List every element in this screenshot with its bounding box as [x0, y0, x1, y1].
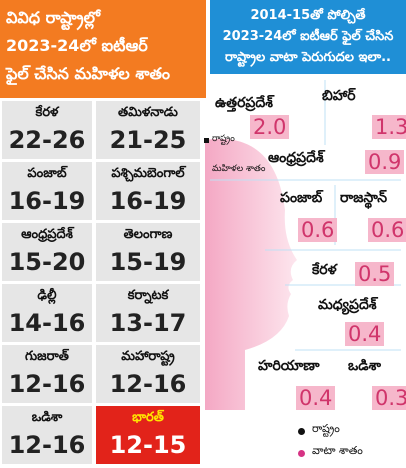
right-title: 2023-24లో ఐటీఆర్ ఫైల్ చేసిన: [222, 29, 394, 44]
state-name: ఒడిశా: [31, 410, 63, 425]
right-title: రాష్ట్రాల వాటా పెరుగుదల ఇలా..: [225, 50, 391, 65]
state-name: ఆంధ్రప్రదేశ్: [21, 227, 73, 242]
state-cell: [96, 101, 200, 159]
state-value: 0.6: [298, 218, 338, 242]
state-value: 12-15: [109, 431, 187, 459]
state-value: 15-19: [109, 248, 187, 276]
right-title: 2014-15తో పోల్చితే: [250, 8, 366, 23]
state-name: గుజరాత్: [25, 349, 69, 364]
state-value: 21-25: [109, 126, 187, 154]
state-name: హరియాణా: [258, 358, 320, 374]
legend-marker: [298, 450, 305, 457]
legend-label: వాటా శాతం: [312, 444, 363, 457]
state-value: 0.6: [368, 218, 406, 242]
state-name: మహారాష్ట్ర: [121, 349, 175, 364]
state-name: మధ్యప్రదేశ్: [318, 297, 377, 313]
state-cell: [2, 162, 92, 220]
right-header: [210, 0, 406, 74]
state-value: 12-16: [8, 370, 86, 398]
state-name: ఆంధ్రప్రదేశ్: [268, 150, 324, 166]
state-value: 2.0: [250, 115, 290, 139]
state-name: ఒడిశా: [348, 358, 381, 374]
state-cell: [96, 223, 200, 281]
state-value: 0.4: [296, 386, 336, 410]
state-name: కర్నాటక: [127, 288, 169, 303]
state-cell: [2, 223, 92, 281]
state-name: ఢిల్లీ: [37, 288, 57, 303]
state-name: కేరళ: [312, 262, 337, 278]
legend-label: మహిళల శాతం: [212, 164, 266, 174]
state-cell: [2, 284, 92, 342]
state-name: పంజాబ్: [27, 166, 67, 181]
state-cell: [96, 284, 200, 342]
state-cell: [96, 406, 200, 464]
legend-marker: [298, 428, 305, 435]
state-name: భారత్: [132, 410, 164, 425]
state-name: రాజస్థాన్: [340, 190, 388, 206]
state-value: 12-16: [109, 370, 187, 398]
legend-label: రాష్ట్రం: [312, 422, 340, 435]
legend-marker: [204, 138, 209, 143]
left-title: 2023-24లో ఐటీఆర్: [6, 36, 148, 55]
state-value: 0.3: [372, 386, 406, 410]
state-cell: [2, 101, 92, 159]
state-value: 0.5: [355, 262, 395, 286]
state-name: పశ్చిమబెంగాల్: [111, 166, 185, 181]
state-cell: [2, 406, 92, 464]
state-value: 15-20: [8, 248, 86, 276]
legend-label: రాష్ట్రం: [212, 134, 235, 144]
state-value: 12-16: [8, 431, 86, 459]
state-value: 16-19: [8, 187, 86, 215]
left-header: [0, 0, 206, 98]
state-name: బిహార్: [322, 88, 356, 104]
state-cell: [2, 345, 92, 403]
state-value: 13-17: [109, 309, 187, 337]
state-cell: [96, 162, 200, 220]
state-name: తెలంగాణ: [123, 227, 173, 242]
left-title: వివిధ రాష్ట్రాల్లో: [6, 8, 101, 27]
state-value: 14-16: [8, 309, 86, 337]
state-name: ఉత్తరప్రదేశ్: [215, 95, 273, 111]
state-value: 1.3: [372, 115, 406, 139]
left-title: ఫైల్ చేసిన మహిళల శాతం: [6, 64, 171, 83]
state-cell: [96, 345, 200, 403]
state-value: 0.9: [365, 150, 405, 174]
state-name: తమిళనాడు: [118, 105, 178, 120]
state-value: 22-26: [8, 126, 86, 154]
state-value: 0.4: [345, 322, 385, 346]
state-value: 16-19: [109, 187, 187, 215]
state-name: కేరళ: [35, 105, 59, 120]
state-name: పంజాబ్: [280, 190, 323, 206]
